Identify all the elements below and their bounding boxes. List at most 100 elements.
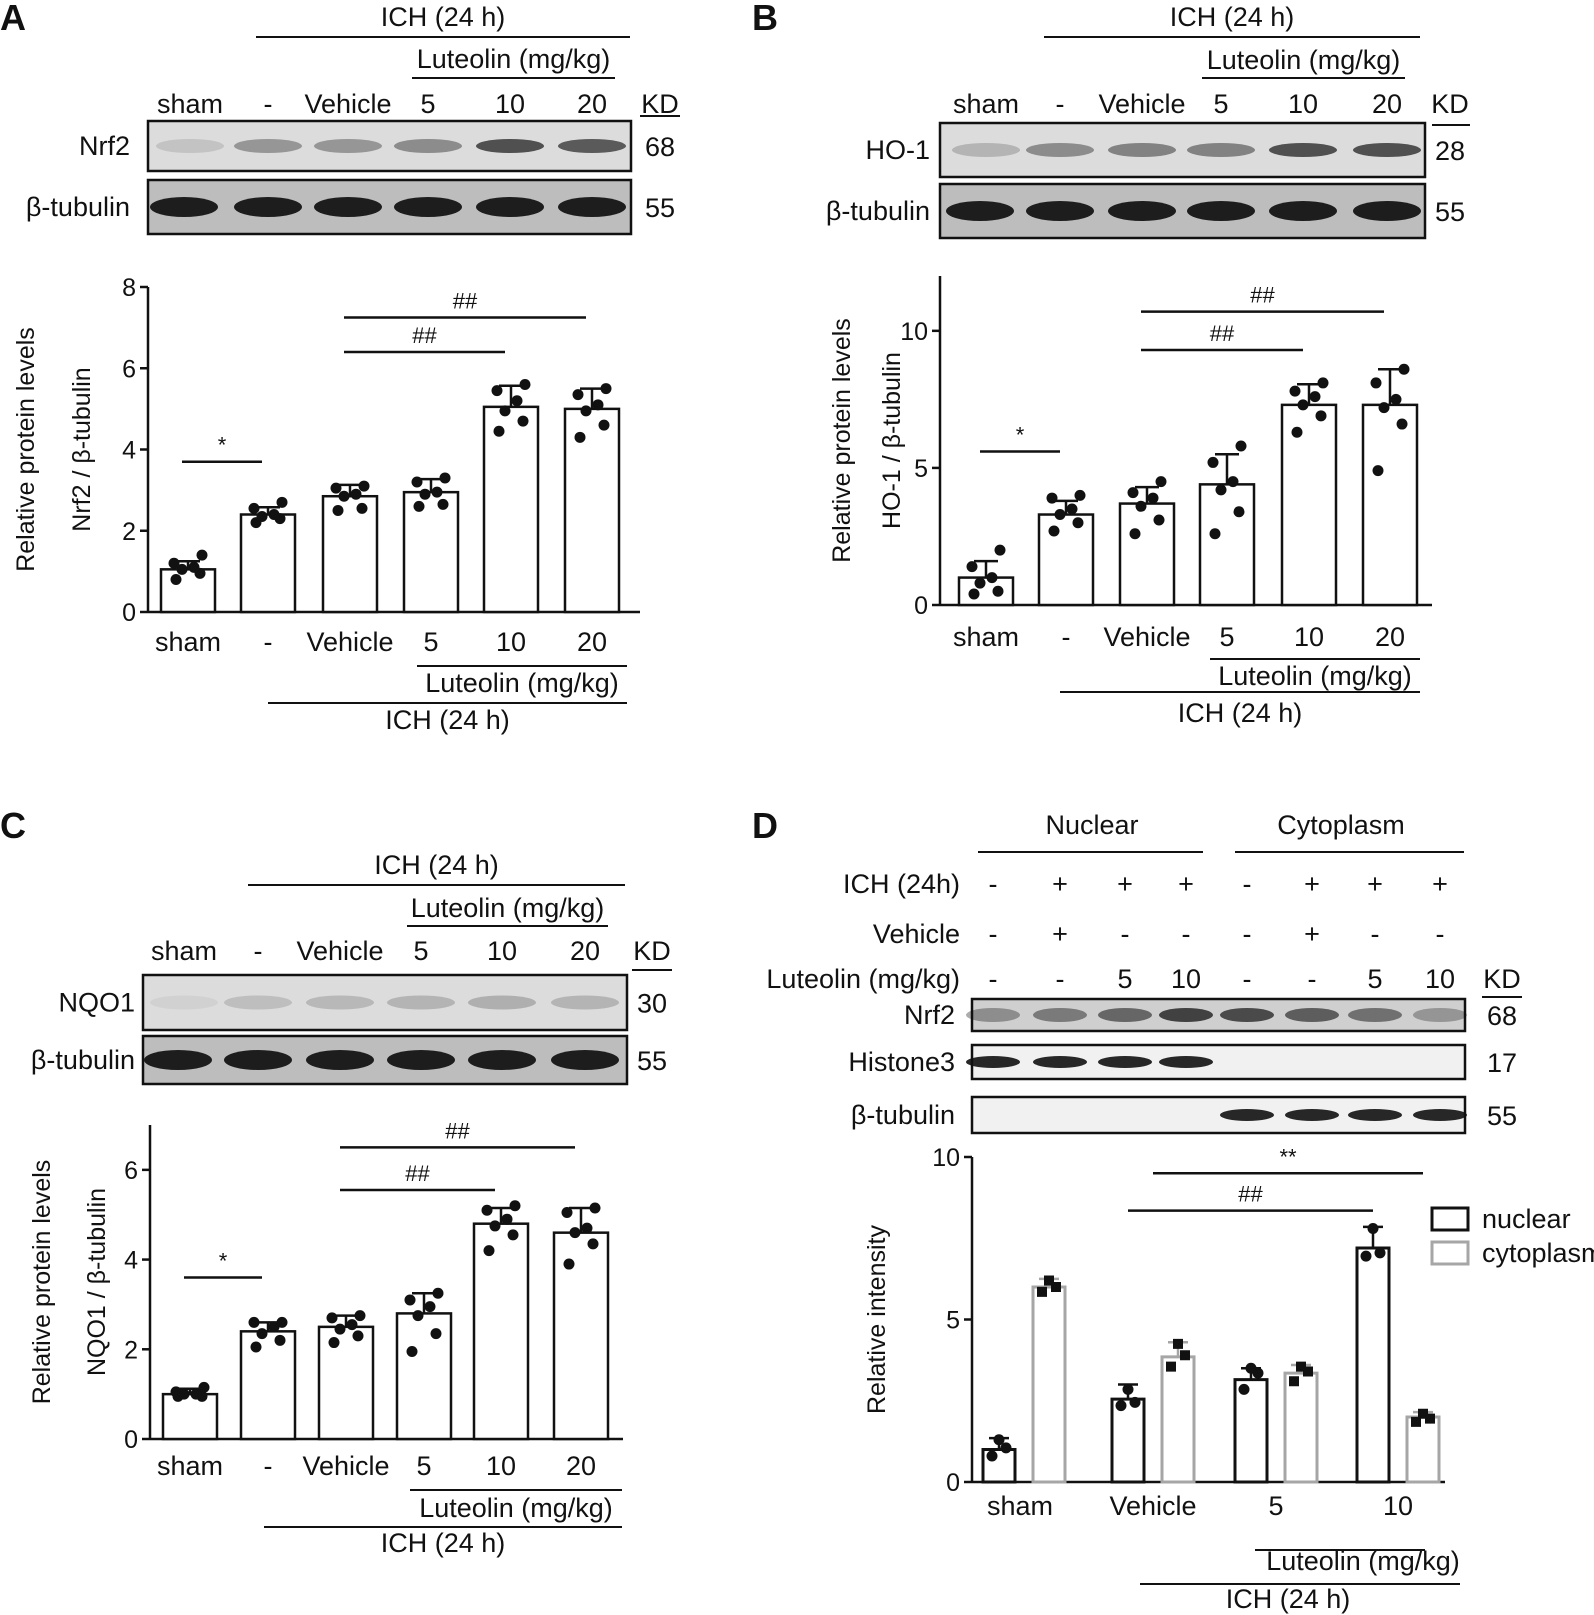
condition-value: + <box>1052 869 1068 899</box>
condition-value: + <box>1052 919 1068 949</box>
y-axis-label: Relative protein levels <box>28 1160 56 1405</box>
condition-value: - <box>1182 919 1191 949</box>
data-point <box>499 405 511 417</box>
data-point <box>1173 1338 1183 1349</box>
bar <box>552 1231 610 1441</box>
data-point <box>1122 1383 1134 1395</box>
lane-label: 5 <box>420 89 435 119</box>
blot-membrane <box>938 121 1427 179</box>
legend-label: nuclear <box>1482 1204 1571 1234</box>
blot-band <box>1269 201 1337 221</box>
x-tick-label: - <box>264 627 273 657</box>
data-point <box>1396 418 1408 430</box>
y-axis-label-2: NQO1 / β-tubulin <box>83 1188 111 1376</box>
data-point <box>1378 402 1390 414</box>
blot-membrane <box>938 182 1427 240</box>
y-tick-label: 2 <box>124 1336 138 1364</box>
condition-value: - <box>1308 964 1317 994</box>
data-point <box>256 1328 268 1340</box>
data-point <box>413 500 425 512</box>
data-point <box>1370 377 1382 389</box>
significance-label: ## <box>1250 283 1275 308</box>
blot-band <box>558 139 626 153</box>
blot-band <box>306 995 374 1010</box>
blot-band <box>468 1050 536 1070</box>
luteolin-group-label: Luteolin (mg/kg) <box>425 668 619 698</box>
cytoplasm-header: Cytoplasm <box>1277 810 1405 840</box>
x-tick-label: sham <box>953 622 1019 652</box>
lane-label: - <box>1056 89 1065 119</box>
ich-header: ICH (24 h) <box>1170 2 1295 32</box>
data-point <box>1303 1366 1313 1377</box>
data-point <box>1360 1250 1372 1262</box>
bar-nuclear <box>1233 1378 1269 1484</box>
panel-b-blot: B ICH (24 h) Luteolin (mg/kg) sham - Vehicle 5… <box>752 0 1470 240</box>
bar-cytoplasm <box>1283 1371 1319 1484</box>
x-tick-label: 5 <box>423 627 438 657</box>
blot-band <box>1413 1008 1467 1022</box>
data-point <box>1398 363 1410 375</box>
data-point <box>404 1294 416 1306</box>
data-point <box>589 1202 601 1214</box>
data-point <box>1297 399 1309 411</box>
mw-label: 68 <box>1487 1001 1517 1031</box>
data-point <box>561 1206 573 1218</box>
blot-band <box>468 995 536 1010</box>
blot-band <box>966 1056 1020 1068</box>
condition-value: + <box>1304 869 1320 899</box>
data-point <box>1066 503 1078 515</box>
data-point <box>188 561 200 573</box>
ich-group-label: ICH (24 h) <box>381 1528 506 1558</box>
data-point <box>580 405 592 417</box>
significance-label: * <box>219 1249 228 1274</box>
mw-label: 55 <box>637 1046 667 1076</box>
blot-membrane <box>141 973 629 1032</box>
data-point <box>406 1346 418 1358</box>
lane-label: 10 <box>495 89 525 119</box>
luteolin-header: Luteolin (mg/kg) <box>417 44 611 74</box>
x-tick-label: 10 <box>1383 1491 1413 1521</box>
data-point <box>592 399 604 411</box>
data-point <box>439 472 451 484</box>
blot-band <box>1098 1056 1152 1068</box>
data-point <box>250 1341 262 1353</box>
significance-label: ** <box>1279 1144 1297 1169</box>
data-point <box>968 588 980 600</box>
blot-band <box>1108 201 1176 221</box>
blot-band <box>1159 1056 1213 1068</box>
bar <box>239 513 297 614</box>
data-point <box>511 395 523 407</box>
data-point <box>1291 426 1303 438</box>
data-point <box>1425 1413 1435 1424</box>
x-tick-label: sham <box>157 1451 223 1481</box>
panel-letter: C <box>0 805 26 846</box>
blot-band <box>1026 143 1094 157</box>
blot-band <box>1033 1008 1087 1022</box>
mw-label: 30 <box>637 989 667 1019</box>
data-point <box>1044 1275 1054 1286</box>
mw-label: 55 <box>1435 197 1465 227</box>
data-point <box>563 1258 575 1270</box>
data-point <box>1054 509 1066 521</box>
condition-label: Luteolin (mg/kg) <box>766 964 960 994</box>
data-point <box>352 1330 364 1342</box>
data-point <box>1227 476 1239 488</box>
condition-value: - <box>1436 919 1445 949</box>
data-point <box>1166 1361 1176 1372</box>
x-tick-label: 5 <box>416 1451 431 1481</box>
y-tick-label: 0 <box>122 599 136 627</box>
blot-band <box>952 143 1020 157</box>
luteolin-group-label: Luteolin (mg/kg) <box>419 1493 613 1523</box>
bar <box>563 407 621 614</box>
data-point <box>1233 506 1245 518</box>
x-tick-label: sham <box>155 627 221 657</box>
lane-label: sham <box>953 89 1019 119</box>
data-point <box>501 1213 513 1225</box>
blot-band <box>314 197 382 217</box>
data-point <box>986 1450 998 1462</box>
condition-value: + <box>1367 869 1383 899</box>
kd-header: KD <box>1483 964 1521 994</box>
